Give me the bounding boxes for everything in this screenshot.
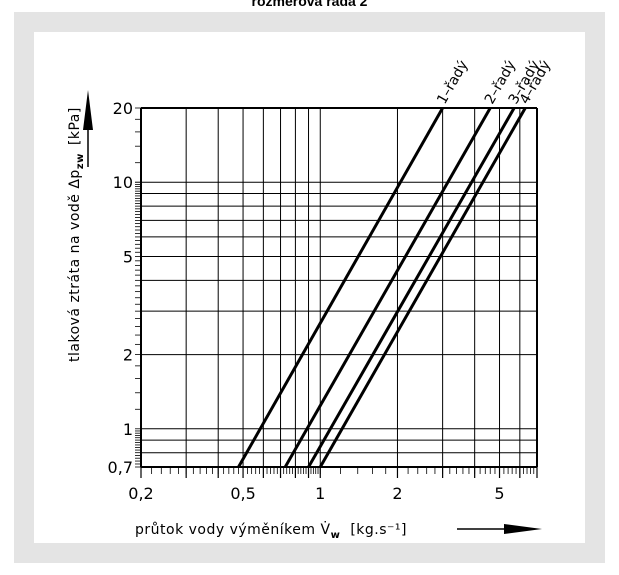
y-axis-arrow-head (83, 90, 93, 130)
chart-frame: 1–řadý 2–řadý 3–řadý 4–řadý 0,2 0,5 1 2 5 0,7 1 2… (14, 12, 605, 563)
grid-major (140, 107, 538, 468)
series-lines (237, 107, 527, 468)
x-tick-labels: 0,2 0,5 1 2 5 (128, 484, 504, 503)
y-tick-label: 20 (113, 99, 133, 118)
y-tick-label: 5 (123, 247, 133, 266)
x-tick-label: 0,5 (230, 484, 255, 503)
series-line-1 (237, 107, 444, 468)
x-axis-label-unit: [kg.s⁻¹] (350, 522, 407, 538)
y-tick-label: 1 (123, 420, 133, 439)
chart-panel (34, 32, 585, 543)
y-axis-label-subscript: zw (75, 153, 86, 169)
y-axis-label: tlaková ztráta na vodě Δpzw [kPa] (67, 107, 86, 362)
x-axis-label-subscript: w (331, 530, 341, 541)
x-axis-label: průtok vody výměníkem V̇w [kg.s⁻¹] (135, 521, 407, 541)
x-tick-label: 5 (494, 484, 504, 503)
grid-minor (141, 108, 537, 467)
y-tick-label: 2 (123, 346, 133, 365)
y-axis-label-unit: [kPa] (67, 107, 83, 145)
axis-minor-ticks (135, 107, 538, 478)
chart-heading: rozměrová řada 2 (251, 0, 368, 9)
x-tick-label: 1 (315, 484, 325, 503)
x-axis-label-text: průtok vody výměníkem V̇ (135, 521, 331, 538)
y-tick-labels: 0,7 1 2 5 10 20 (108, 99, 133, 477)
x-tick-label: 2 (392, 484, 402, 503)
series-line-4 (318, 107, 527, 468)
x-tick-label: 0,2 (128, 484, 153, 503)
series-line-3 (307, 107, 516, 468)
y-tick-label: 0,7 (108, 458, 133, 477)
y-axis-label-text: tlaková ztráta na vodě Δp (67, 169, 83, 362)
x-axis-arrow-head (504, 524, 542, 534)
y-tick-label: 10 (113, 173, 133, 192)
series-line-2 (283, 107, 492, 468)
